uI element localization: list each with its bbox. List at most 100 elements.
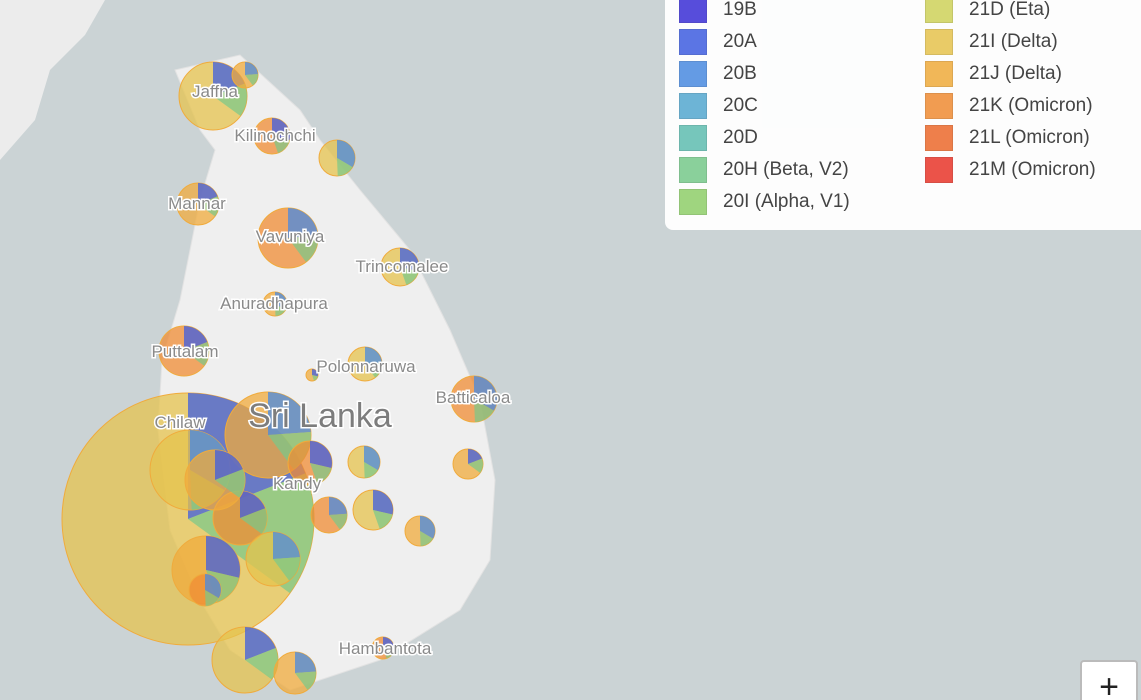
pie-slice (213, 83, 247, 117)
place-label: Polonnaruwa (316, 357, 416, 376)
legend-swatch (925, 0, 953, 23)
country-label: Sri Lanka (248, 397, 392, 435)
pie-slice (275, 292, 287, 311)
place-label: Mannar (168, 194, 226, 213)
pie-slice (474, 376, 497, 411)
legend-swatch (679, 157, 707, 183)
legend-swatch (679, 0, 707, 23)
pie-slice (184, 341, 209, 366)
legend-label: 21L (Omicron) (969, 127, 1090, 148)
legend-item: 21D (Eta) (925, 0, 1050, 23)
legend-item: 21K (Omicron) (925, 93, 1093, 119)
place-label: Jaffna (192, 82, 239, 101)
pie-slice (365, 347, 382, 364)
legend-label: 20A (723, 31, 757, 52)
place-label: Anuradhapura (220, 294, 328, 313)
pie-slice (273, 532, 300, 559)
place-label: Batticaloa (436, 388, 511, 407)
pie-slice (373, 490, 393, 515)
legend-swatch (925, 93, 953, 119)
pie-slice (215, 450, 243, 480)
pie-slice (383, 637, 394, 651)
legend-swatch (925, 125, 953, 151)
legend-item: 20A (679, 29, 757, 55)
pie-slice (205, 590, 219, 606)
pie-slice (268, 392, 311, 435)
legend-swatch (679, 189, 707, 215)
legend-item: 20D (679, 125, 758, 151)
pie-slice (365, 362, 382, 378)
legend-label: 20H (Beta, V2) (723, 159, 849, 180)
pie-slice (468, 449, 482, 464)
pie-markers (61, 61, 498, 695)
legend-item: 21J (Delta) (925, 61, 1062, 87)
pie-slice (272, 118, 290, 141)
pie-slice (198, 196, 219, 217)
legend-swatch (925, 61, 953, 87)
legend-swatch (679, 29, 707, 55)
pie-slice (310, 441, 332, 468)
pie-slice (198, 183, 218, 204)
place-label: Kilinochchi (234, 126, 315, 145)
legend-item: 20H (Beta, V2) (679, 157, 849, 183)
legend-swatch (679, 61, 707, 87)
pie-slice (312, 375, 318, 381)
mainland-coast (0, 0, 105, 160)
pie-slice (245, 648, 278, 680)
pie-slice (329, 513, 347, 530)
pie-slice (215, 469, 245, 498)
pie-slice (184, 326, 208, 351)
legend-swatch (679, 125, 707, 151)
legend-label: 20C (723, 95, 758, 116)
place-label: Chilaw (154, 413, 206, 432)
legend-label: 21K (Omicron) (969, 95, 1093, 116)
pie-slice (245, 74, 258, 86)
pie-slice (295, 652, 316, 673)
legend-item: 20B (679, 61, 757, 87)
pie-slice (288, 235, 318, 263)
legend-label: 19B (723, 0, 757, 20)
pie-slice (240, 491, 266, 518)
pie-slice (206, 536, 240, 578)
legend: 19B 20A 20B 20C 20D 20H (Beta, V2) 20I (Alpha,… (665, 0, 1141, 230)
legend-label: 20I (Alpha, V1) (723, 191, 850, 212)
place-label: Trincomalee (356, 257, 449, 276)
legend-swatch (925, 157, 953, 183)
place-label: Puttalam (151, 342, 218, 361)
pie-slice (400, 248, 419, 272)
legend-label: 21I (Delta) (969, 31, 1058, 52)
pie-slice (337, 140, 355, 168)
legend-label: 20B (723, 63, 757, 84)
legend-label: 20D (723, 127, 758, 148)
pie-slice (420, 516, 435, 539)
legend-label: 21D (Eta) (969, 0, 1051, 20)
pie-slice (295, 671, 316, 690)
pie-slice (245, 62, 258, 75)
legend-label: 21M (Omicron) (969, 159, 1096, 180)
place-label: Hambantota (339, 639, 432, 658)
legend-item: 20C (679, 93, 758, 119)
pie-slice (213, 62, 245, 96)
place-label: Kandy (273, 474, 322, 493)
pie-slice (272, 136, 290, 153)
pie-slice (364, 462, 378, 478)
pie-slice (400, 267, 419, 285)
pie-slice (240, 508, 267, 534)
legend-swatch (925, 29, 953, 55)
pie-slice (288, 208, 318, 238)
pie-slice (474, 399, 494, 422)
place-label: Vavuniya (256, 227, 325, 246)
zoom-in-button[interactable]: + (1080, 660, 1138, 700)
legend-item: 21L (Omicron) (925, 125, 1090, 151)
legend-item: 20I (Alpha, V1) (679, 189, 850, 215)
pie-slice (205, 574, 221, 599)
legend-item: 19B (679, 0, 757, 23)
pie-slice (273, 557, 300, 581)
pie-slice (329, 497, 347, 515)
pie-slice (310, 463, 332, 484)
legend-item: 21I (Delta) (925, 29, 1058, 55)
pie-slice (373, 510, 393, 529)
pie-slice (420, 531, 433, 546)
